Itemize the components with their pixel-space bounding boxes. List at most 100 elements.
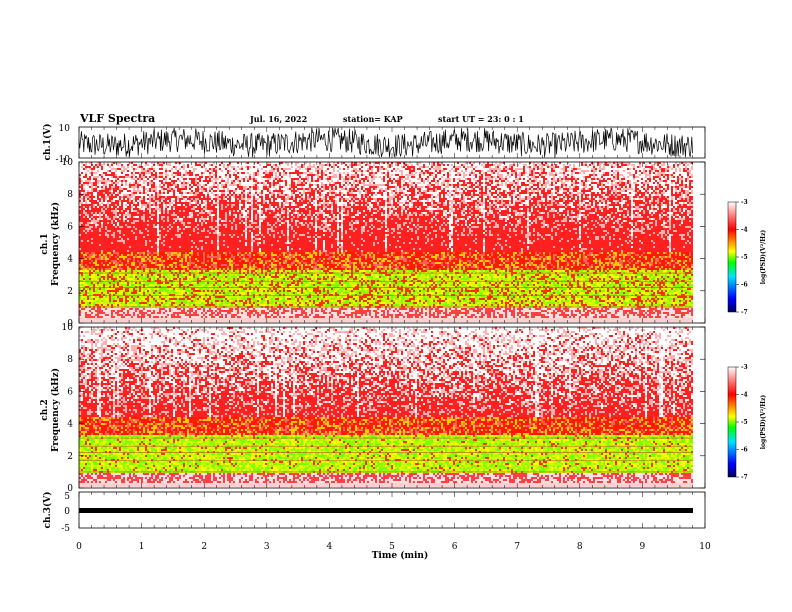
spectrogram-cell [99,240,101,242]
spectrogram-cell [89,186,91,188]
spectrogram-cell [103,278,105,280]
spectrogram-cell [105,250,107,252]
spectrogram-cell [101,312,103,314]
spectrogram-cell [93,244,95,246]
spectrogram-cell [99,296,101,298]
spectrogram-cell [95,302,97,304]
spectrogram-cell [99,270,101,272]
spectrogram-cell [101,296,103,298]
spectrogram-cell [87,182,89,184]
spectrogram-cell [89,264,91,266]
spectrogram-cell [83,298,85,300]
spectrogram-cell [103,242,105,244]
spectrogram-cell [87,190,89,192]
spectrogram-cell [97,298,99,300]
spectrogram-cell [101,230,103,232]
spectrogram-cell [97,262,99,264]
spectrogram-cell [81,262,83,264]
spectrogram-cell [91,230,93,232]
spectrogram-cell [83,264,85,266]
spectrogram-cell [91,228,93,230]
spectrogram-cell [83,164,85,166]
spectrogram-cell [97,248,99,250]
spectrogram-cell [101,254,103,256]
spectrogram-cell [81,190,83,192]
spectrogram-cell [85,234,87,236]
spectrogram-cell [87,288,89,290]
spectrogram-cell [105,320,107,322]
spectrogram-cell [95,312,97,314]
spectrogram-cell [103,292,105,294]
spectrogram-cell [91,284,93,286]
spectrogram-cell [103,226,105,228]
spectrogram-cell [95,202,97,204]
spectrogram-cell [95,218,97,220]
spectrogram-cell [89,258,91,260]
spectrogram-cell [89,226,91,228]
spectrogram-cell [99,262,101,264]
spectrogram-cell [103,188,105,190]
spectrogram-cell [103,230,105,232]
spectrogram-cell [83,266,85,268]
spectrogram-cell [101,282,103,284]
spectrogram-cell [101,202,103,204]
spectrogram-cell [93,268,95,270]
spectrogram-cell [97,226,99,228]
spectrogram-cell [103,172,105,174]
spectrogram-cell [105,188,107,190]
spectrogram-cell [87,274,89,276]
spectrogram-cell [103,214,105,216]
spectrogram-cell [105,316,107,318]
spectrogram-cell [99,288,101,290]
spectrogram-cell [83,314,85,316]
spectrogram-cell [103,258,105,260]
spectrogram-cell [83,278,85,280]
spectrogram-cell [81,248,83,250]
spectrogram-cell [95,258,97,260]
spectrogram-cell [93,172,95,174]
spectrogram-cell [101,234,103,236]
spectrogram-cell [83,244,85,246]
spectrogram-cell [87,254,89,256]
spectrogram-cell [105,274,107,276]
spectrogram-cell [95,182,97,184]
spectrogram-cell [93,238,95,240]
spectrogram-cell [101,210,103,212]
spectrogram-cell [89,216,91,218]
spectrogram-cell [89,176,91,178]
spectrogram-cell [101,168,103,170]
spectrogram-cell [103,248,105,250]
spectrogram-cell [101,246,103,248]
spectrogram-cell [99,198,101,200]
spectrogram-cell [105,260,107,262]
spectrogram-cell [89,242,91,244]
spectrogram-cell [99,290,101,292]
spectrogram-cell [93,312,95,314]
spectrogram-cell [93,166,95,168]
spectrogram-cell [101,208,103,210]
spectrogram-cell [91,220,93,222]
spectrogram-cell [83,182,85,184]
spectrogram-cell [95,190,97,192]
spectrogram-cell [83,168,85,170]
spectrogram-cell [83,196,85,198]
spectrogram-cell [89,304,91,306]
spectrogram-cell [85,222,87,224]
spectrogram-cell [105,284,107,286]
spectrogram-cell [93,316,95,318]
spectrogram-cell [81,292,83,294]
spectrogram-cell [81,282,83,284]
spectrogram-cell [105,268,107,270]
spectrogram-cell [89,262,91,264]
spectrogram-cell [105,228,107,230]
spectrogram-cell [85,268,87,270]
spectrogram-cell [83,260,85,262]
spectrogram-cell [101,238,103,240]
spectrogram-cell [95,282,97,284]
spectrogram-cell [105,302,107,304]
spectrogram-cell [103,234,105,236]
spectrogram-cell [99,190,101,192]
spectrogram-cell [97,240,99,242]
spectrogram-cell [103,262,105,264]
